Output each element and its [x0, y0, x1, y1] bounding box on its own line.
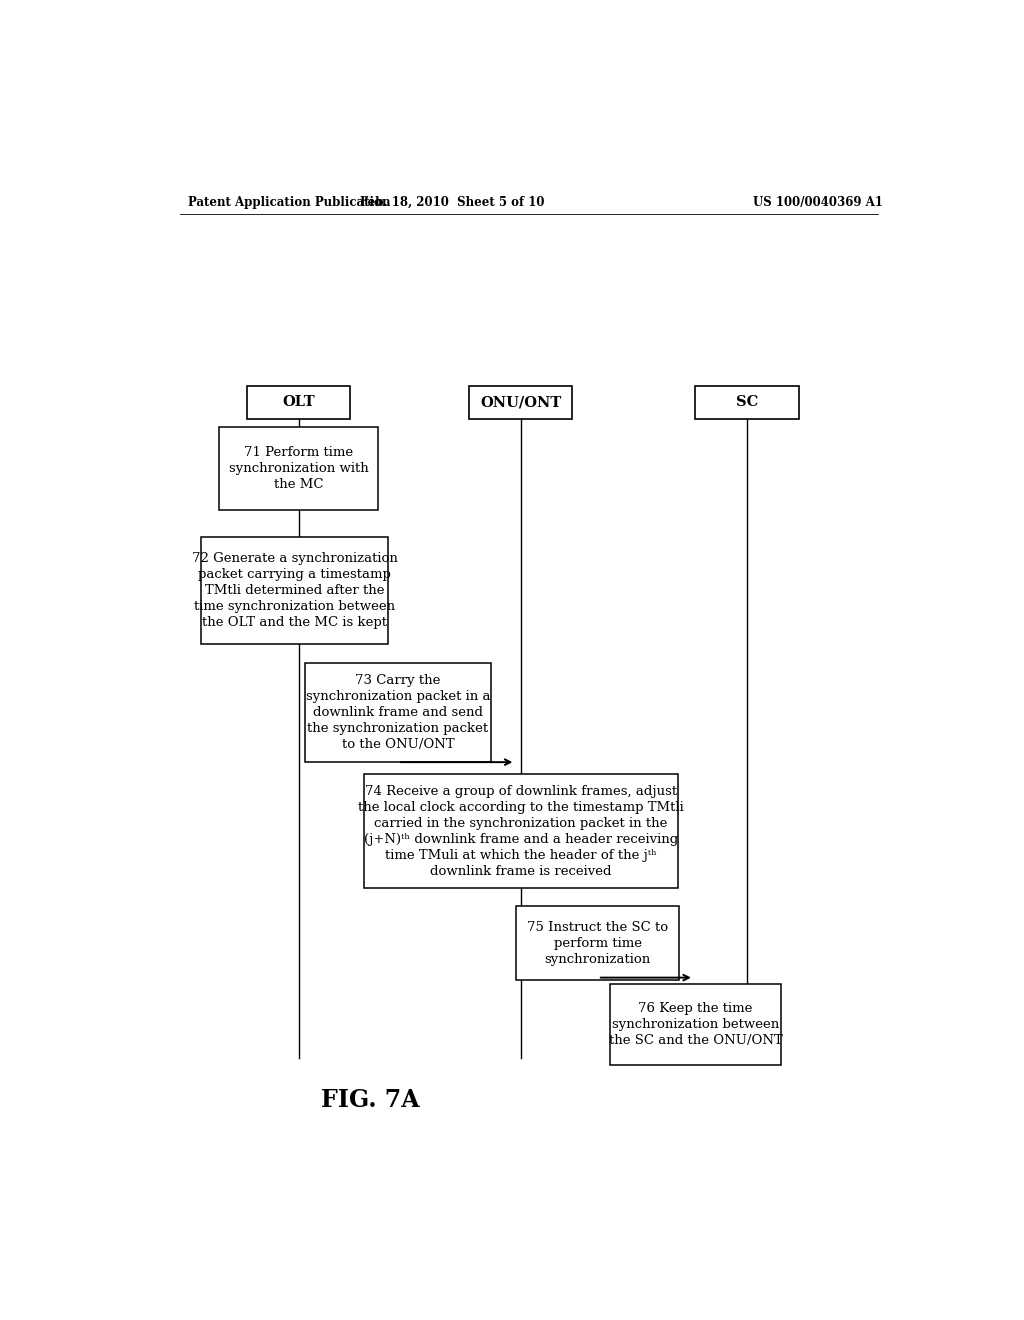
- FancyBboxPatch shape: [365, 775, 678, 888]
- Text: 74 Receive a group of downlink frames, adjust
the local clock according to the t: 74 Receive a group of downlink frames, a…: [358, 785, 684, 878]
- Text: ONU/ONT: ONU/ONT: [480, 395, 561, 409]
- Text: 73 Carry the
synchronization packet in a
downlink frame and send
the synchroniza: 73 Carry the synchronization packet in a…: [305, 673, 490, 751]
- FancyBboxPatch shape: [610, 983, 780, 1065]
- FancyBboxPatch shape: [516, 907, 679, 979]
- Text: OLT: OLT: [283, 395, 315, 409]
- FancyBboxPatch shape: [469, 385, 572, 418]
- Text: Patent Application Publication: Patent Application Publication: [187, 195, 390, 209]
- Text: 75 Instruct the SC to
perform time
synchronization: 75 Instruct the SC to perform time synch…: [527, 920, 669, 965]
- FancyBboxPatch shape: [202, 537, 388, 644]
- Text: 71 Perform time
synchronization with
the MC: 71 Perform time synchronization with the…: [228, 446, 369, 491]
- Text: 72 Generate a synchronization
packet carrying a timestamp
TMtli determined after: 72 Generate a synchronization packet car…: [191, 552, 397, 628]
- Text: US 100/0040369 A1: US 100/0040369 A1: [754, 195, 884, 209]
- FancyBboxPatch shape: [219, 426, 378, 510]
- Text: FIG. 7A: FIG. 7A: [321, 1088, 420, 1111]
- FancyBboxPatch shape: [304, 663, 492, 762]
- FancyBboxPatch shape: [695, 385, 799, 418]
- FancyBboxPatch shape: [247, 385, 350, 418]
- Text: 76 Keep the time
synchronization between
the SC and the ONU/ONT: 76 Keep the time synchronization between…: [608, 1002, 782, 1047]
- Text: Feb. 18, 2010  Sheet 5 of 10: Feb. 18, 2010 Sheet 5 of 10: [359, 195, 544, 209]
- Text: SC: SC: [736, 395, 758, 409]
